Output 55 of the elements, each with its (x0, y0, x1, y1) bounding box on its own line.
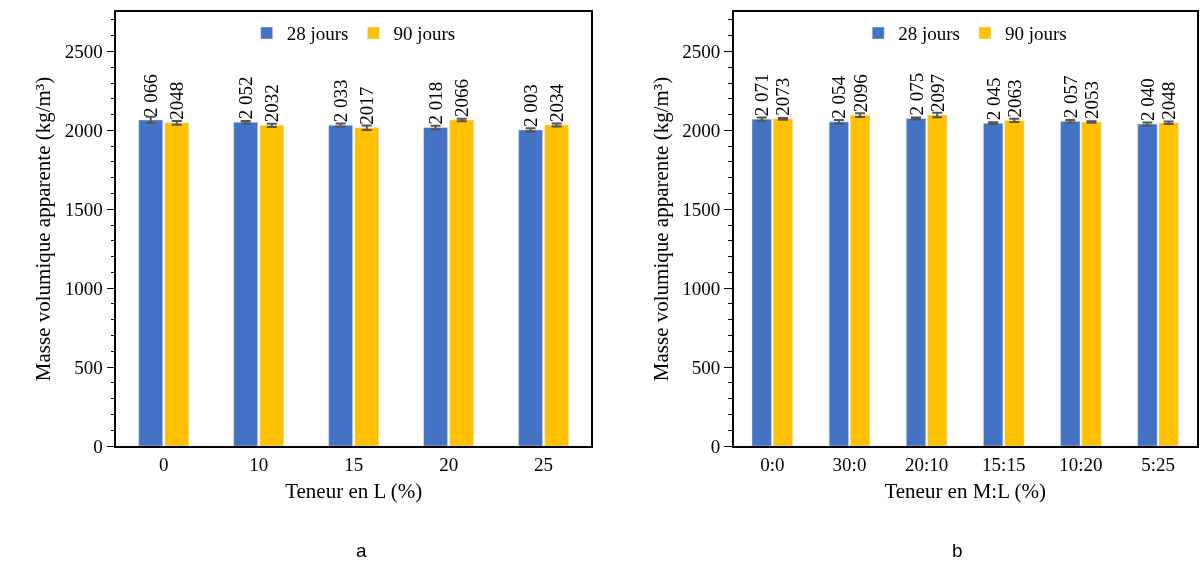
y-tick-label: 0 (710, 435, 721, 457)
data-label: 2 052 (235, 76, 257, 120)
data-label: 2 057 (1059, 75, 1081, 119)
data-label: 2053 (1081, 81, 1102, 119)
data-label: 2097 (926, 74, 948, 113)
x-tick-label: 0 (159, 453, 169, 475)
y-axis-title: Masse volumique apparente (kg/m³) (648, 76, 673, 382)
y-axis-title: Masse volumique apparente (kg/m³) (31, 76, 56, 382)
data-label: 2066 (451, 78, 473, 117)
x-tick-label: 30:0 (832, 453, 867, 475)
data-label: 2 045 (982, 77, 1004, 121)
data-label: 2 033 (330, 79, 352, 123)
data-label: 2 003 (520, 84, 542, 127)
data-label: 2 040 (1136, 78, 1158, 122)
data-label: 2073 (772, 77, 794, 116)
x-axis-title: Teneur en L (%) (285, 479, 423, 504)
x-axis-title: Teneur en M:L (%) (884, 479, 1046, 504)
y-tick-label: 2500 (64, 41, 103, 63)
text: b (952, 540, 963, 561)
y-tick-label: 1000 (682, 277, 721, 299)
y-tick-label: 1500 (64, 198, 103, 220)
y-tick-label: 0 (93, 435, 103, 457)
legend-label: 28 jours (898, 23, 960, 45)
y-tick-label: 500 (691, 356, 721, 378)
legend-label: 28 jours (286, 23, 349, 45)
y-tick-label: 2000 (64, 120, 103, 142)
data-label: 2048 (1158, 81, 1180, 120)
legend-label: 90 jours (393, 23, 456, 45)
text: a (356, 540, 367, 561)
y-tick-label: 1000 (64, 277, 103, 299)
x-tick-label: 15 (344, 453, 364, 475)
data-label: 2048 (166, 81, 188, 120)
x-tick-label: 20 (439, 453, 459, 475)
x-tick-label: 5:25 (1141, 453, 1175, 475)
data-label: 2 018 (425, 81, 447, 125)
y-tick-label: 500 (74, 356, 103, 378)
x-tick-label: 10 (249, 453, 269, 475)
x-tick-label: 0:0 (760, 453, 785, 475)
data-label: 2096 (849, 74, 871, 113)
data-label: 2032 (261, 84, 283, 123)
data-label: 2063 (1003, 79, 1025, 118)
y-tick-label: 2000 (682, 120, 721, 142)
data-label: 2 071 (751, 73, 773, 117)
data-label: 2 066 (140, 74, 162, 117)
legend-label: 90 jours (1004, 23, 1067, 45)
data-label: 2017 (356, 86, 378, 125)
data-label: 2034 (546, 83, 568, 122)
x-tick-label: 15:15 (982, 453, 1026, 475)
x-tick-label: 10:20 (1059, 453, 1103, 475)
x-tick-label: 25 (534, 453, 554, 475)
data-label: 2 075 (905, 72, 927, 116)
y-tick-label: 1500 (682, 198, 721, 220)
x-tick-label: 20:10 (904, 453, 949, 475)
data-label: 2 054 (828, 75, 850, 119)
y-tick-label: 2500 (682, 41, 721, 63)
